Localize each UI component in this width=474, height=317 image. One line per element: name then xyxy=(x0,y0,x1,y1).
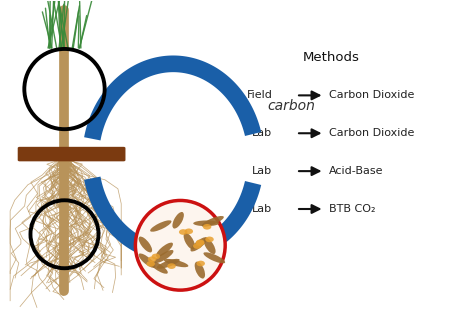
Text: Field: Field xyxy=(246,90,273,100)
Ellipse shape xyxy=(155,250,173,263)
Ellipse shape xyxy=(138,253,155,268)
Ellipse shape xyxy=(193,220,219,226)
Ellipse shape xyxy=(195,262,205,279)
Ellipse shape xyxy=(204,238,216,254)
Text: Carbon Dioxide: Carbon Dioxide xyxy=(329,128,415,138)
Ellipse shape xyxy=(202,216,224,227)
Circle shape xyxy=(203,224,211,230)
Text: BTB CO₂: BTB CO₂ xyxy=(329,204,376,214)
Circle shape xyxy=(196,239,204,245)
Ellipse shape xyxy=(136,200,225,290)
Text: Lab: Lab xyxy=(252,204,273,214)
Ellipse shape xyxy=(149,261,168,274)
Circle shape xyxy=(179,229,187,235)
Ellipse shape xyxy=(139,236,152,252)
Ellipse shape xyxy=(150,220,172,232)
Text: Lab: Lab xyxy=(252,128,273,138)
Ellipse shape xyxy=(173,212,184,229)
Text: Lab: Lab xyxy=(252,166,273,176)
Circle shape xyxy=(205,236,214,242)
Circle shape xyxy=(184,229,193,234)
Text: Carbon Dioxide: Carbon Dioxide xyxy=(329,90,415,100)
FancyBboxPatch shape xyxy=(18,147,126,161)
Circle shape xyxy=(167,263,176,269)
Ellipse shape xyxy=(203,252,225,263)
Ellipse shape xyxy=(164,259,188,267)
Ellipse shape xyxy=(183,233,195,249)
Circle shape xyxy=(146,261,155,267)
Text: carbon: carbon xyxy=(268,100,316,113)
Circle shape xyxy=(148,256,156,262)
Circle shape xyxy=(193,243,201,249)
Ellipse shape xyxy=(157,259,180,269)
Ellipse shape xyxy=(156,243,173,257)
Text: Methods: Methods xyxy=(303,51,360,64)
Text: Acid-Base: Acid-Base xyxy=(329,166,383,176)
Ellipse shape xyxy=(191,237,208,251)
Circle shape xyxy=(196,240,204,246)
Circle shape xyxy=(152,254,160,259)
Circle shape xyxy=(196,261,205,266)
